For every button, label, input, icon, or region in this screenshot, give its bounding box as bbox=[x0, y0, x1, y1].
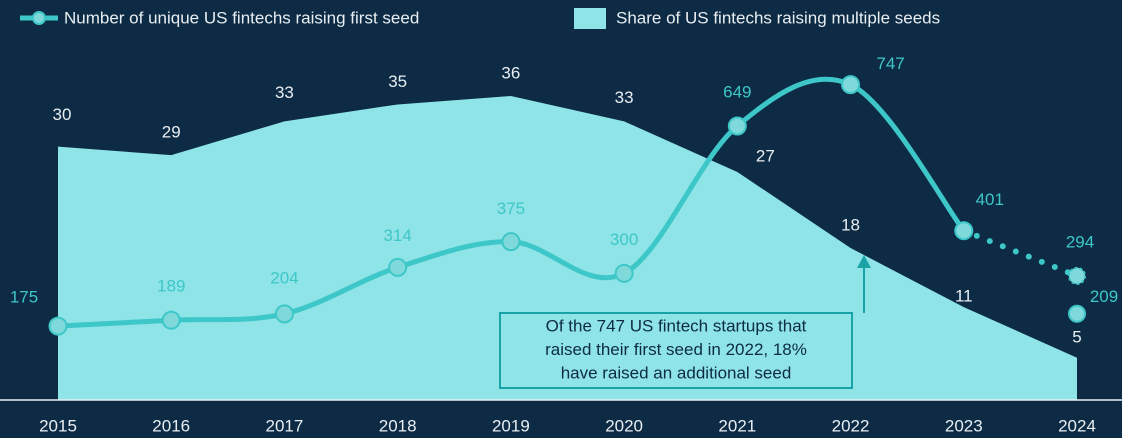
count-point bbox=[388, 257, 408, 277]
share-label: 30 bbox=[53, 105, 72, 124]
count-point bbox=[954, 221, 974, 241]
share-label: 27 bbox=[756, 146, 775, 165]
count-label: 294 bbox=[1066, 232, 1094, 251]
x-tick-label: 2016 bbox=[152, 416, 190, 435]
count-point bbox=[727, 116, 747, 136]
count-label: 204 bbox=[270, 268, 298, 287]
share-label: 33 bbox=[275, 83, 294, 102]
x-tick-label: 2024 bbox=[1058, 416, 1096, 435]
count-label: 649 bbox=[723, 82, 751, 101]
x-tick-label: 2015 bbox=[39, 416, 77, 435]
legend-marker bbox=[32, 11, 46, 25]
count-point bbox=[48, 316, 68, 336]
annotation-text: raised their first seed in 2022, 18% bbox=[545, 340, 807, 359]
count-label: 189 bbox=[157, 277, 185, 296]
count-label: 314 bbox=[383, 226, 411, 245]
x-tick-label: 2019 bbox=[492, 416, 530, 435]
x-tick-label: 2022 bbox=[832, 416, 870, 435]
share-label: 18 bbox=[841, 215, 860, 234]
count-label: 747 bbox=[876, 54, 904, 73]
share-label: 33 bbox=[615, 88, 634, 107]
share-label: 35 bbox=[388, 72, 407, 91]
x-tick-label: 2020 bbox=[605, 416, 643, 435]
count-label: 175 bbox=[10, 288, 38, 307]
x-tick-label: 2023 bbox=[945, 416, 983, 435]
x-tick-label: 2017 bbox=[266, 416, 304, 435]
share-label: 11 bbox=[955, 287, 973, 306]
count-point bbox=[274, 304, 294, 324]
annotation-text: have raised an additional seed bbox=[561, 363, 792, 382]
share-label: 29 bbox=[162, 123, 181, 142]
share-label: 36 bbox=[501, 63, 520, 82]
x-tick-label: 2018 bbox=[379, 416, 417, 435]
arrow-head bbox=[857, 255, 871, 268]
legend-swatch bbox=[574, 8, 606, 29]
count-line bbox=[57, 76, 966, 329]
count-label: 401 bbox=[976, 190, 1004, 209]
count-label: 375 bbox=[497, 199, 525, 218]
count-point bbox=[614, 263, 634, 283]
count-label: 300 bbox=[610, 230, 638, 249]
count-point bbox=[841, 75, 861, 95]
x-tick-label: 2021 bbox=[718, 416, 756, 435]
adjusted-point bbox=[1068, 304, 1086, 323]
share-label: 5 bbox=[1072, 327, 1081, 346]
count-label: 209 bbox=[1090, 287, 1118, 306]
legend-label: Number of unique US fintechs raising fir… bbox=[64, 8, 419, 27]
annotation-box bbox=[499, 312, 853, 389]
count-point bbox=[161, 310, 181, 330]
projected-point bbox=[1068, 266, 1086, 285]
legend-label: Share of US fintechs raising multiple se… bbox=[616, 8, 940, 27]
annotation-text: Of the 747 US fintech startups that bbox=[546, 316, 807, 335]
count-point bbox=[501, 232, 521, 252]
